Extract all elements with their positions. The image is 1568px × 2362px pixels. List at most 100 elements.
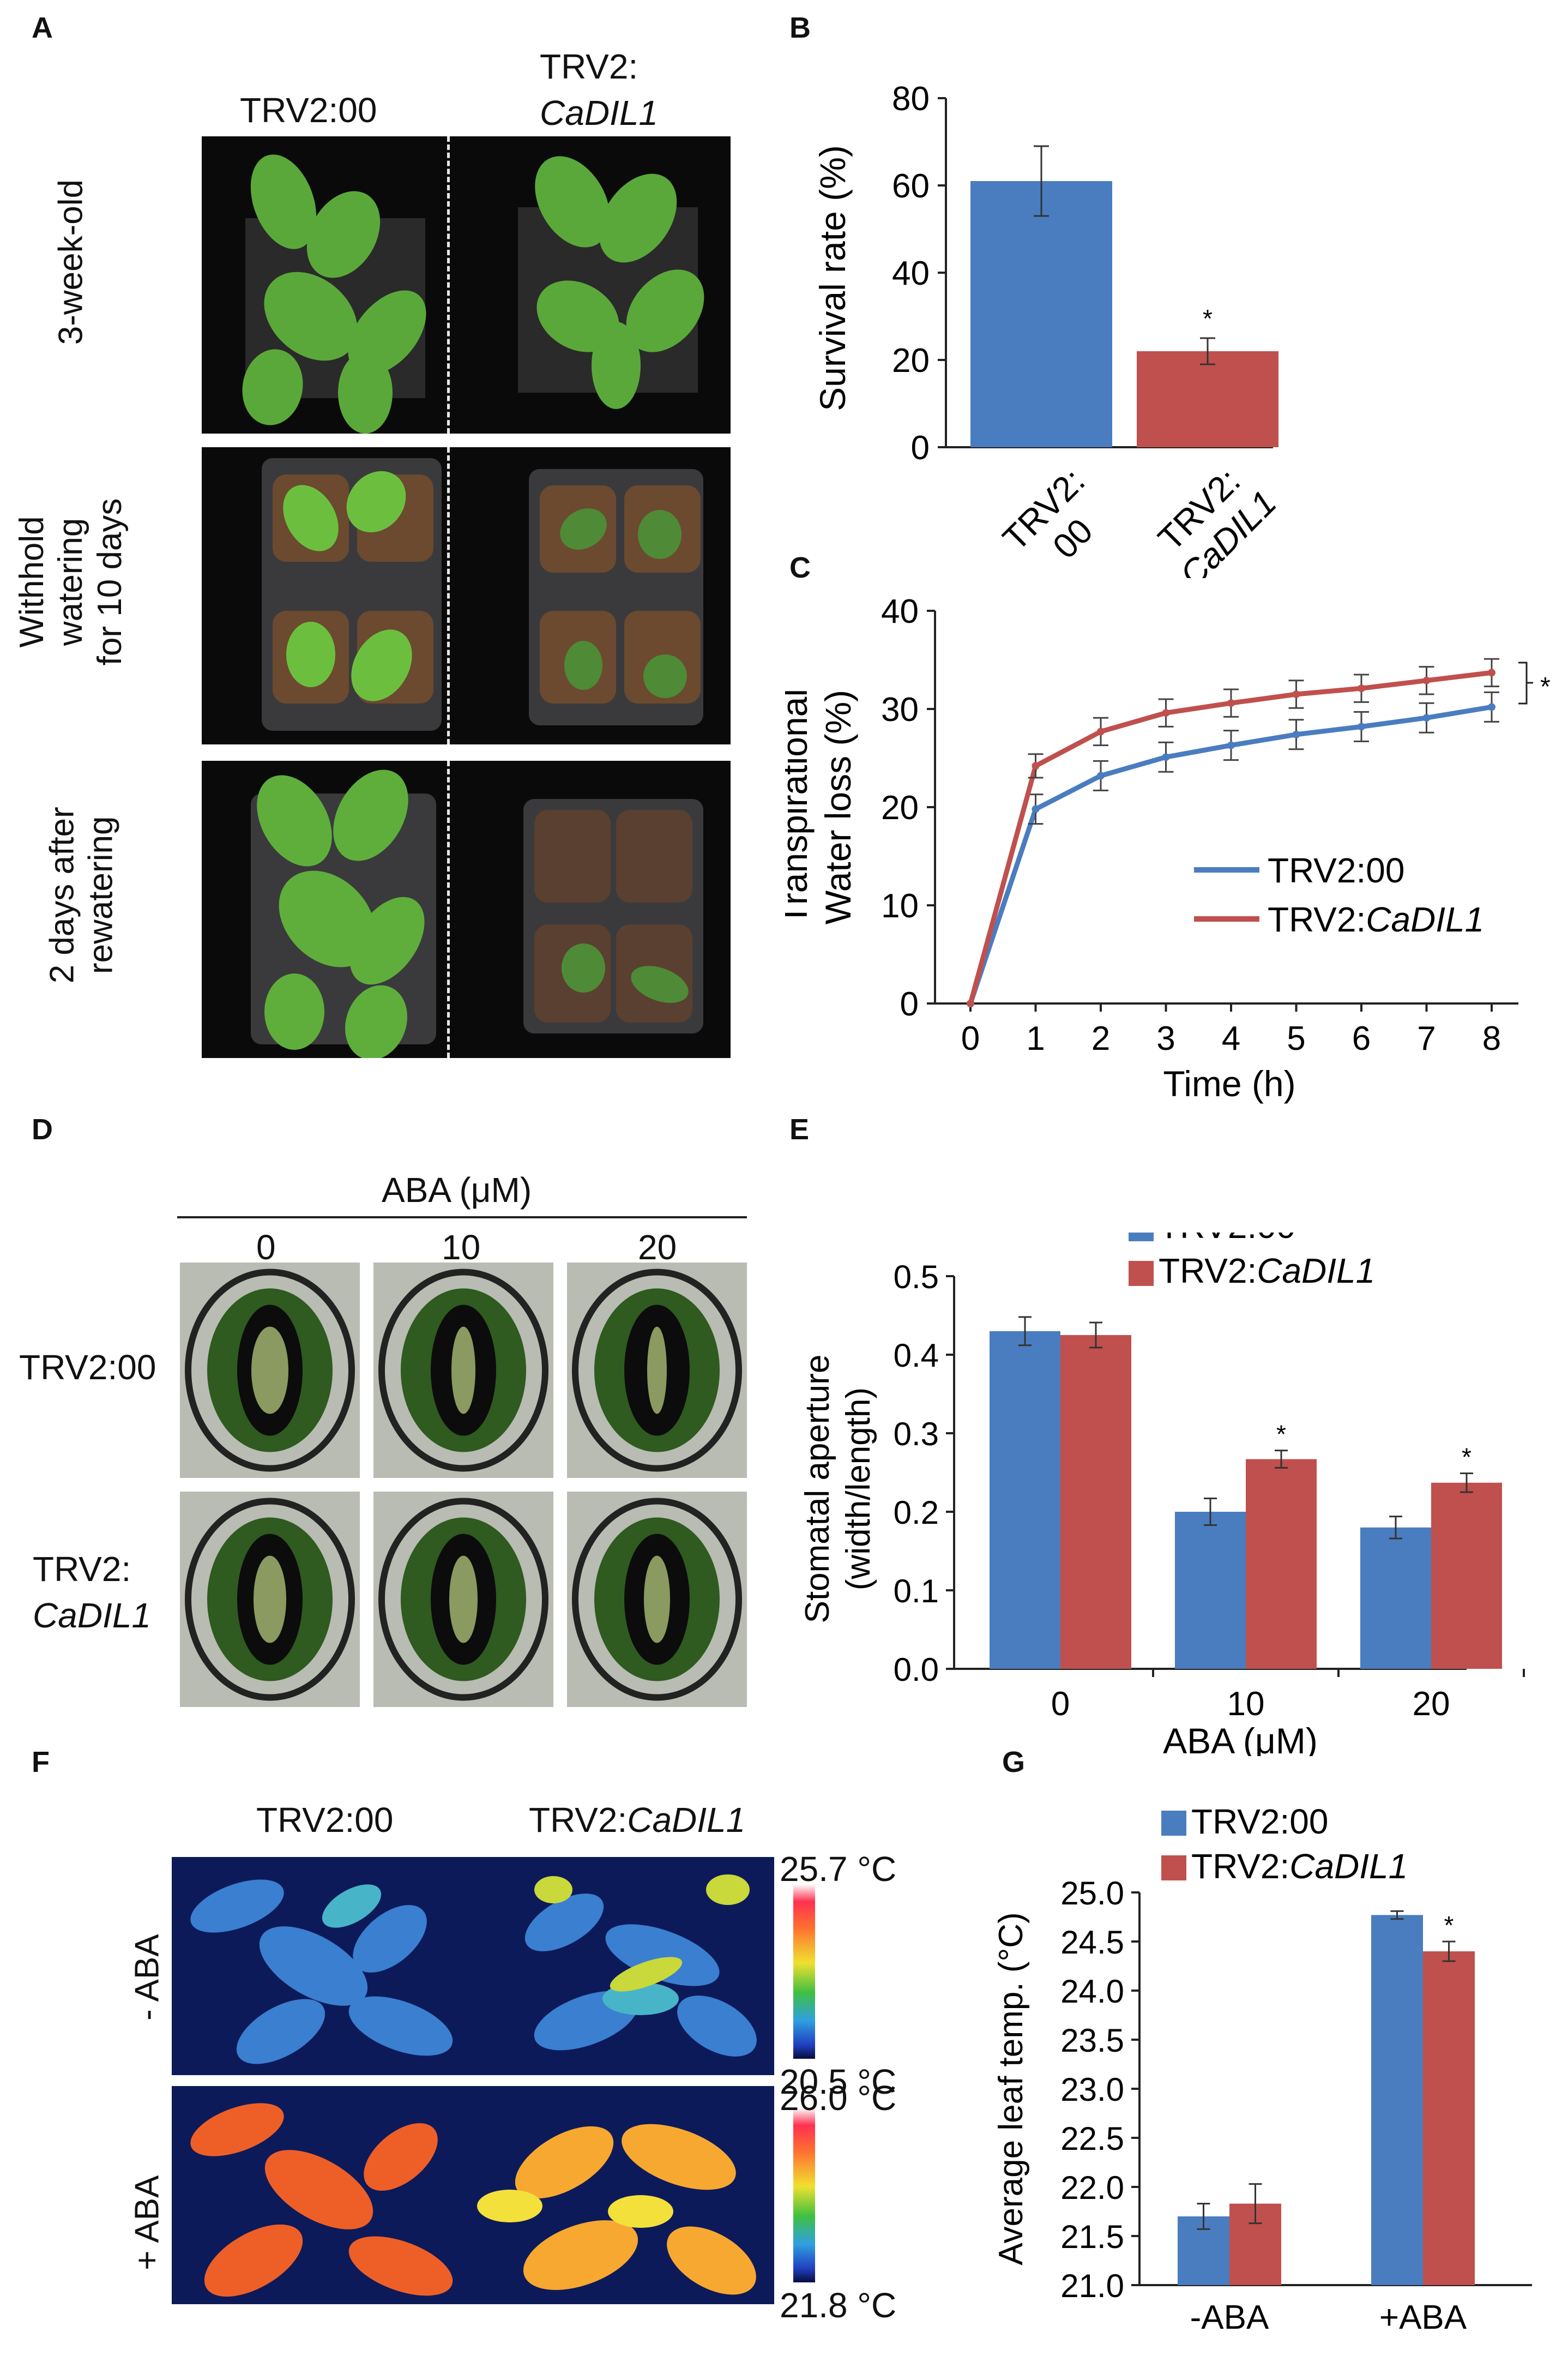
panel-c-y-tick-label: 20 [881, 789, 919, 827]
panel-g-y-tick-label: 23.5 [1060, 2022, 1124, 2059]
panel-g-significance-star: * [1444, 1911, 1454, 1939]
panel-g-y-label: Average leaf temp. (°C) [992, 1912, 1030, 2265]
panel-label-e: E [789, 1113, 809, 1146]
panel-a-col2-prefix: TRV2: [540, 46, 638, 87]
panel-e-bar [1246, 1459, 1317, 1669]
panel-c-x-tick-label: 3 [1156, 1020, 1175, 1057]
panel-c-y-tick-label: 10 [881, 887, 919, 925]
panel-c-y-tick-label: 0 [900, 985, 919, 1023]
panel-a-col2-gene: CaDIL1 [540, 93, 658, 133]
panel-e-y-label-line2: (width/length) [840, 1387, 877, 1590]
panel-e-y-tick-label: 0.1 [894, 1573, 939, 1609]
panel-c-data-point [1358, 723, 1365, 730]
stomata-micrograph [567, 1263, 747, 1478]
panel-c-data-point [1227, 742, 1235, 749]
panel-b-y-label: Survival rate (%) [812, 145, 853, 411]
panel-b-y-tick-label: 20 [892, 342, 930, 380]
panel-e-x-tick-label: 20 [1413, 1685, 1450, 1723]
panel-c-data-point [1032, 806, 1040, 813]
panel-c-x-label: Time (h) [1163, 1063, 1295, 1104]
panel-g-chart: 21.021.522.022.523.023.524.024.525.0-ABA… [976, 1794, 1559, 2361]
panel-f-row2-label: + ABA [128, 2163, 166, 2283]
panel-c-significance-bracket [1518, 663, 1533, 704]
legend-label-cadil1-gene: CaDIL1 [1257, 1251, 1375, 1290]
legend-label-trv00: TRV2:00 [1191, 1802, 1328, 1841]
panel-d-header-rule [177, 1216, 747, 1218]
panel-e-bar [990, 1331, 1060, 1669]
panel-c-y-label-line2: Water loss (%) [818, 690, 858, 924]
legend-label-trv00: TRV2:00 [1159, 1233, 1295, 1246]
panel-c-series-line [970, 672, 1492, 1003]
thermal-image-plus-aba [172, 2086, 774, 2304]
panel-e-significance-star: * [1462, 1443, 1471, 1471]
stomata-micrograph [567, 1492, 747, 1707]
panel-d-col-20: 20 [638, 1227, 677, 1267]
panel-e-x-label: ABA (μM) [1163, 1721, 1318, 1756]
plant-photo-3-week-old-art [202, 136, 731, 434]
panel-d-row2-prefix: TRV2: [33, 1549, 131, 1589]
panel-label-a: A [32, 11, 53, 45]
scale2-min-label: 21.8 °C [780, 2285, 896, 2325]
panel-g-y-tick-label: 23.0 [1060, 2071, 1124, 2108]
plant-photo-rewatering [202, 761, 731, 1058]
panel-f-col2-label: TRV2:CaDIL1 [529, 1800, 745, 1840]
panel-c-data-point [1423, 714, 1431, 722]
legend-label-trv00: TRV2:00 [1268, 851, 1404, 890]
panel-f-col2-gene: CaDIL1 [627, 1800, 745, 1840]
panel-e-y-tick-label: 0.3 [894, 1416, 939, 1452]
panel-e-y-tick-label: 0.4 [894, 1337, 939, 1374]
panel-c-x-tick-label: 0 [961, 1020, 980, 1057]
panel-c-x-tick-label: 1 [1026, 1020, 1045, 1057]
temperature-scale-bar-minus-aba [793, 1884, 815, 2059]
panel-c-data-point [1162, 709, 1170, 717]
stomata-micrograph [180, 1492, 360, 1707]
legend-swatch-cadil1 [1161, 1855, 1186, 1880]
panel-a-row2-line1: Withhold [13, 473, 51, 691]
panel-g-y-tick-label: 25.0 [1060, 1875, 1124, 1912]
panel-label-f: F [32, 1745, 50, 1779]
panel-g-legend: TRV2:00 TRV2:CaDIL1 [1161, 1802, 1408, 1886]
panel-f-col1-label: TRV2:00 [256, 1800, 393, 1840]
panel-c-y-tick-label: 40 [881, 593, 919, 630]
plant-photo-withhold-watering-art [202, 447, 731, 744]
panel-d-row2-gene: CaDIL1 [33, 1595, 151, 1636]
panel-c-x-tick-label: 4 [1222, 1020, 1240, 1057]
panel-d-col-0: 0 [256, 1227, 276, 1267]
scale2-max-label: 26.0 °C [780, 2078, 896, 2118]
panel-c-x-tick-label: 6 [1352, 1020, 1371, 1057]
legend-label-cadil1: TRV2:CaDIL1 [1191, 1847, 1408, 1886]
panel-g-y-tick-label: 21.0 [1060, 2268, 1124, 2304]
panel-b-y-tick-label: 80 [892, 80, 930, 118]
legend-label-cadil1: TRV2:CaDIL1 [1159, 1251, 1375, 1290]
panel-g-y-tick-label: 22.5 [1060, 2120, 1124, 2157]
legend-label-cadil1-prefix: TRV2: [1191, 1847, 1289, 1886]
thermal-image-minus-aba [172, 1857, 774, 2075]
panel-c-data-point [1097, 728, 1105, 735]
panel-b-y-tick-label: 40 [892, 255, 930, 292]
legend-label-cadil1: TRV2:CaDIL1 [1268, 900, 1484, 939]
panel-a-row3-line1: 2 days after [43, 786, 82, 1004]
panel-a-row2-label: Withhold watering for 10 days [13, 473, 129, 691]
panel-c-significance-star: * [1540, 672, 1551, 701]
panel-c-legend: TRV2:00 TRV2:CaDIL1 [1194, 851, 1484, 939]
legend-swatch-cadil1 [1129, 1261, 1154, 1286]
panel-g-bar [1371, 1915, 1423, 2285]
panel-e-bar [1175, 1512, 1246, 1669]
panel-b-bar [970, 181, 1112, 447]
panel-c-chart: 0102030400 1 2 3 4 5 6 7 8 Transpirational Water… [785, 589, 1559, 1113]
panel-g-y-tick-label: 24.0 [1060, 1973, 1124, 2010]
panel-c-data-point [1358, 684, 1365, 692]
panel-b-significance-star: * [1203, 304, 1213, 333]
panel-a-row3-label: 2 days after rewatering [43, 786, 121, 1004]
panel-e-legend: TRV2:00 TRV2:CaDIL1 [1129, 1233, 1375, 1290]
legend-label-cadil1-prefix: TRV2: [1159, 1251, 1257, 1290]
plant-photo-3-week-old [202, 136, 731, 434]
legend-swatch-trv00 [1129, 1233, 1154, 1241]
panel-c-data-point [967, 1000, 974, 1007]
legend-label-cadil1-gene: CaDIL1 [1366, 900, 1484, 939]
panel-label-b: B [789, 11, 811, 45]
panel-c-data-point [1423, 677, 1431, 684]
panel-f-col2-prefix: TRV2: [529, 1800, 627, 1840]
legend-label-cadil1-gene: CaDIL1 [1289, 1847, 1408, 1886]
